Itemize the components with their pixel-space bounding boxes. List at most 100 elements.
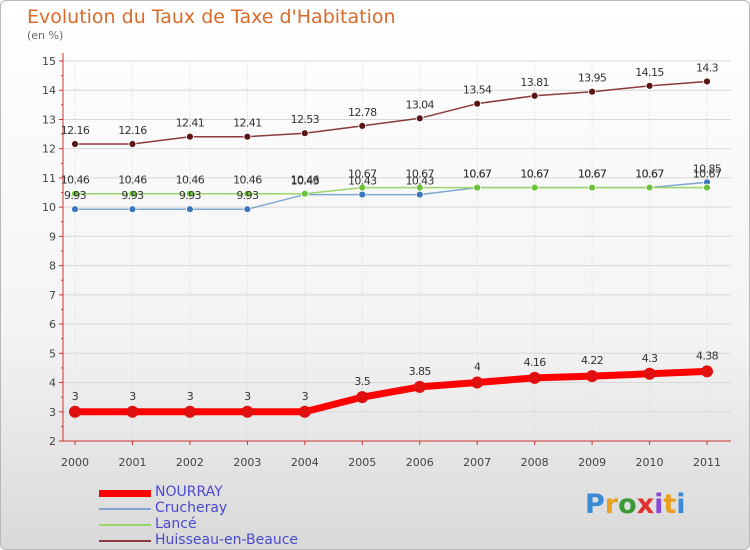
x-tick-label: 2011 — [693, 456, 721, 469]
data-point — [126, 405, 139, 418]
data-point — [645, 183, 654, 192]
legend-label: Crucheray — [155, 500, 228, 516]
data-label: 10.46 — [118, 174, 147, 187]
data-point — [243, 189, 252, 198]
y-tick-label: 2 — [49, 435, 56, 448]
data-label: 3 — [187, 390, 194, 403]
data-label: 10.46 — [61, 174, 90, 187]
data-label: 12.16 — [61, 124, 90, 137]
data-point — [186, 189, 194, 198]
data-point — [413, 380, 426, 393]
data-point — [358, 190, 367, 199]
y-tick-label: 13 — [42, 113, 56, 126]
data-label: 10.67 — [520, 168, 549, 181]
data-point — [415, 114, 424, 123]
data-label: 9.93 — [236, 189, 259, 202]
data-label: 12.41 — [176, 117, 205, 130]
logo-letter: i — [654, 489, 664, 520]
data-label: 9.93 — [64, 189, 87, 202]
legend-label: NOURRAY — [155, 484, 223, 500]
data-label: 3 — [129, 390, 136, 403]
chart-title: Evolution du Taux de Taxe d'Habitation — [27, 6, 396, 28]
data-label: 10.46 — [176, 174, 205, 187]
legend-swatch — [99, 524, 151, 526]
y-tick-label: 9 — [49, 230, 56, 243]
series-line-3 — [74, 80, 708, 145]
data-point — [186, 132, 194, 141]
y-unit-label: (en %) — [27, 29, 64, 42]
data-point — [473, 99, 482, 108]
proxiti-logo: Proxiti — [585, 489, 686, 520]
data-label: 14.15 — [635, 66, 664, 79]
logo-letter: i — [676, 489, 686, 520]
data-label: 10.67 — [635, 168, 664, 181]
data-label: 10.46 — [291, 174, 320, 187]
data-point — [703, 183, 711, 192]
data-label: 13.04 — [405, 98, 434, 111]
series-line-1 — [74, 181, 708, 210]
x-tick-label: 2003 — [233, 456, 261, 469]
x-tick-label: 2006 — [406, 456, 434, 469]
data-label: 4 — [474, 361, 481, 374]
legend-label: Lancé — [155, 516, 197, 532]
data-point — [128, 205, 137, 214]
data-label: 4.16 — [524, 356, 547, 369]
data-point — [300, 129, 309, 138]
data-point — [643, 367, 656, 380]
data-label: 10.67 — [578, 168, 607, 181]
data-label: 9.93 — [121, 189, 144, 202]
y-tick-label: 14 — [42, 84, 56, 97]
x-tick-label: 2002 — [176, 456, 204, 469]
data-label: 13.81 — [520, 76, 549, 89]
x-tick-label: 2009 — [578, 456, 606, 469]
data-point — [588, 87, 596, 96]
x-tick-label: 2000 — [61, 456, 89, 469]
y-tick-label: 6 — [49, 318, 56, 331]
y-tick-label: 5 — [49, 347, 56, 360]
data-point — [356, 391, 369, 404]
data-label: 12.41 — [233, 117, 262, 130]
legend-swatch — [99, 508, 151, 510]
y-tick-label: 11 — [42, 172, 56, 185]
y-tick-label: 12 — [42, 143, 56, 156]
data-label: 12.78 — [348, 106, 377, 119]
series-line-0 — [71, 367, 711, 416]
data-point — [530, 183, 539, 192]
logo-letter: P — [585, 489, 605, 520]
data-label: 10.85 — [693, 162, 722, 175]
data-label: 12.53 — [291, 113, 320, 126]
data-label: 4.38 — [696, 349, 719, 362]
x-tick-label: 2007 — [463, 456, 491, 469]
data-label: 3.5 — [354, 375, 370, 388]
data-label: 10.67 — [463, 168, 492, 181]
y-tick-label: 10 — [42, 201, 56, 214]
data-point — [473, 183, 482, 192]
x-tick-label: 2008 — [521, 456, 549, 469]
data-label: 10.67 — [348, 168, 377, 181]
data-label: 12.16 — [118, 124, 147, 137]
data-point — [703, 77, 711, 86]
data-point — [358, 183, 367, 192]
data-point — [243, 132, 252, 141]
data-point — [358, 121, 367, 130]
legend-swatch — [99, 489, 151, 497]
data-label: 3 — [72, 390, 79, 403]
data-point — [528, 371, 541, 384]
data-point — [415, 190, 424, 199]
data-label: 3 — [244, 390, 251, 403]
data-point — [69, 405, 81, 418]
data-label: 10.67 — [578, 168, 607, 181]
data-label: 10.46 — [233, 174, 262, 187]
data-point — [71, 140, 79, 148]
legend-label: Huisseau-en-Beauce — [155, 532, 299, 548]
data-point — [71, 205, 79, 214]
x-tick-label: 2010 — [636, 456, 664, 469]
data-label: 13.95 — [578, 72, 607, 85]
data-point — [128, 140, 137, 148]
data-point — [241, 405, 254, 418]
data-label: 9.93 — [179, 189, 202, 202]
data-label: 14.3 — [696, 61, 719, 74]
data-label: 10.43 — [348, 175, 377, 188]
